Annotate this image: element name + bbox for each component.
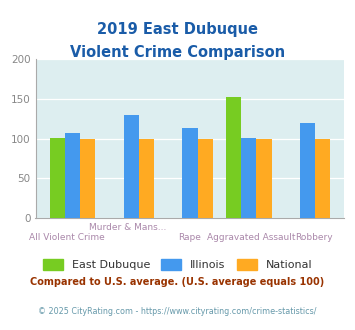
- Bar: [256, 139, 272, 218]
- Text: Violent Crime Comparison: Violent Crime Comparison: [70, 45, 285, 60]
- Text: 2019 East Dubuque: 2019 East Dubuque: [97, 22, 258, 37]
- Bar: [198, 139, 213, 218]
- Text: Robbery: Robbery: [295, 233, 332, 242]
- Bar: [50, 138, 65, 218]
- Bar: [315, 139, 330, 218]
- Text: Murder & Mans...: Murder & Mans...: [89, 223, 167, 232]
- Bar: [124, 115, 139, 218]
- Text: Aggravated Assault: Aggravated Assault: [207, 233, 296, 242]
- Bar: [182, 128, 198, 218]
- Bar: [139, 139, 154, 218]
- Text: Rape: Rape: [179, 233, 201, 242]
- Bar: [300, 123, 315, 218]
- Text: Compared to U.S. average. (U.S. average equals 100): Compared to U.S. average. (U.S. average …: [31, 277, 324, 287]
- Text: All Violent Crime: All Violent Crime: [28, 233, 104, 242]
- Bar: [65, 133, 80, 218]
- Text: © 2025 CityRating.com - https://www.cityrating.com/crime-statistics/: © 2025 CityRating.com - https://www.city…: [38, 307, 317, 316]
- Bar: [226, 97, 241, 218]
- Bar: [241, 138, 256, 218]
- Bar: [80, 139, 95, 218]
- Legend: East Dubuque, Illinois, National: East Dubuque, Illinois, National: [38, 255, 317, 275]
